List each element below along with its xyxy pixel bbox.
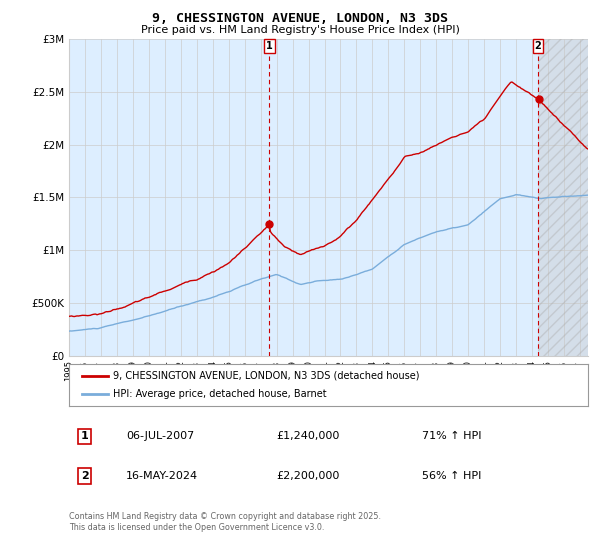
Text: 2: 2 (80, 471, 88, 481)
Text: HPI: Average price, detached house, Barnet: HPI: Average price, detached house, Barn… (113, 389, 327, 399)
Text: 2: 2 (535, 41, 541, 51)
Text: 1: 1 (80, 431, 88, 441)
Text: Price paid vs. HM Land Registry's House Price Index (HPI): Price paid vs. HM Land Registry's House … (140, 25, 460, 35)
Text: 1: 1 (266, 41, 272, 51)
Text: £2,200,000: £2,200,000 (277, 471, 340, 481)
Text: 56% ↑ HPI: 56% ↑ HPI (422, 471, 481, 481)
Text: 9, CHESSINGTON AVENUE, LONDON, N3 3DS: 9, CHESSINGTON AVENUE, LONDON, N3 3DS (152, 12, 448, 25)
Text: 9, CHESSINGTON AVENUE, LONDON, N3 3DS (detached house): 9, CHESSINGTON AVENUE, LONDON, N3 3DS (d… (113, 371, 419, 381)
Text: 16-MAY-2024: 16-MAY-2024 (126, 471, 198, 481)
Text: 06-JUL-2007: 06-JUL-2007 (126, 431, 194, 441)
Text: Contains HM Land Registry data © Crown copyright and database right 2025.
This d: Contains HM Land Registry data © Crown c… (69, 512, 381, 532)
Text: £1,240,000: £1,240,000 (277, 431, 340, 441)
Text: 71% ↑ HPI: 71% ↑ HPI (422, 431, 481, 441)
